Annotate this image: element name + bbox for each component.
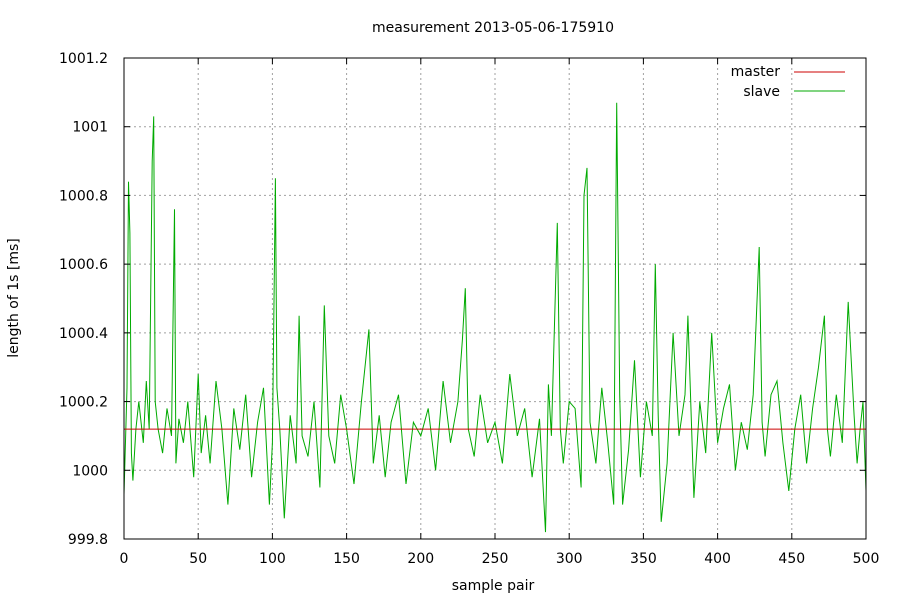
series-line-slave	[123, 102, 867, 533]
x-tick-label: 250	[482, 551, 509, 567]
x-tick-label: 100	[259, 551, 286, 567]
y-tick-label: 999.8	[68, 532, 108, 548]
x-tick-label: 350	[630, 551, 657, 567]
ticks	[123, 57, 867, 540]
legend: master slave	[731, 64, 845, 100]
y-tick-label: 1000	[72, 463, 108, 479]
legend-label-slave: slave	[743, 84, 780, 100]
y-axis-label: length of 1s [ms]	[6, 238, 22, 358]
grid	[124, 58, 866, 539]
x-tick-label: 500	[853, 551, 880, 567]
y-tick-label: 1001	[72, 120, 108, 136]
x-tick-label: 150	[333, 551, 360, 567]
x-tick-label: 400	[704, 551, 731, 567]
x-axis-label: sample pair	[452, 578, 535, 594]
x-tick-label: 200	[407, 551, 434, 567]
y-tick-label: 1000.8	[59, 188, 108, 204]
x-tick-label: 0	[120, 551, 129, 567]
x-tick-label: 450	[778, 551, 805, 567]
series-layer	[123, 102, 867, 533]
x-tick-label: 300	[556, 551, 583, 567]
y-tick-label: 1000.4	[59, 326, 108, 342]
legend-label-master: master	[731, 64, 781, 80]
tick-labels: 0 50 100 150 200 250 300 350 400 450 500 999.8 1000 1…	[59, 51, 879, 567]
y-tick-label: 1000.2	[59, 395, 108, 411]
y-tick-label: 1001.2	[59, 51, 108, 67]
chart-title: measurement 2013-05-06-175910	[372, 20, 614, 36]
x-tick-label: 50	[189, 551, 207, 567]
y-tick-label: 1000.6	[59, 257, 108, 273]
